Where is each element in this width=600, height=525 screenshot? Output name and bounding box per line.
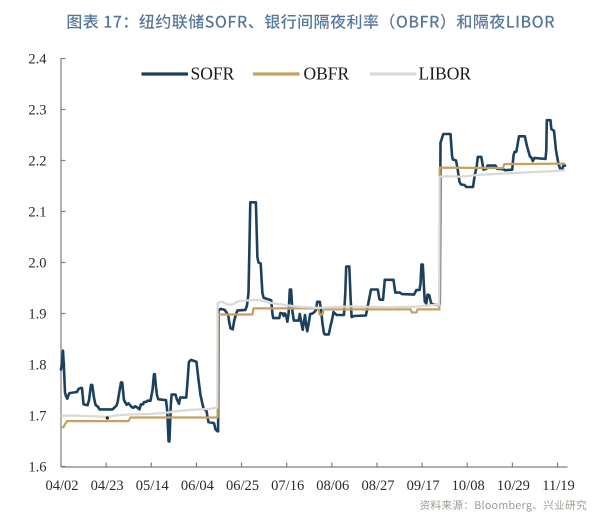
svg-text:1.9: 1.9 (28, 307, 46, 323)
svg-text:04/23: 04/23 (91, 478, 124, 494)
svg-text:05/14: 05/14 (136, 478, 170, 494)
svg-text:LIBOR: LIBOR (419, 64, 472, 84)
svg-text:04/02: 04/02 (45, 478, 78, 494)
svg-text:10/29: 10/29 (497, 478, 530, 494)
svg-text:07/16: 07/16 (271, 478, 304, 494)
svg-text:2.4: 2.4 (28, 52, 47, 68)
svg-text:11/19: 11/19 (542, 478, 575, 494)
svg-text:06/25: 06/25 (226, 478, 259, 494)
svg-text:06/04: 06/04 (181, 478, 215, 494)
svg-text:2.3: 2.3 (28, 103, 46, 119)
svg-text:1.6: 1.6 (28, 460, 46, 476)
svg-text:10/08: 10/08 (452, 478, 485, 494)
svg-text:08/06: 08/06 (316, 478, 349, 494)
svg-text:SOFR: SOFR (191, 64, 235, 84)
svg-text:2.2: 2.2 (28, 154, 46, 170)
svg-text:08/27: 08/27 (361, 478, 394, 494)
svg-text:2.1: 2.1 (28, 205, 46, 221)
svg-text:1.7: 1.7 (28, 409, 46, 425)
svg-text:1.8: 1.8 (28, 358, 46, 374)
svg-text:09/17: 09/17 (407, 478, 440, 494)
svg-text:2.0: 2.0 (28, 256, 46, 272)
svg-text:OBFR: OBFR (304, 64, 350, 84)
